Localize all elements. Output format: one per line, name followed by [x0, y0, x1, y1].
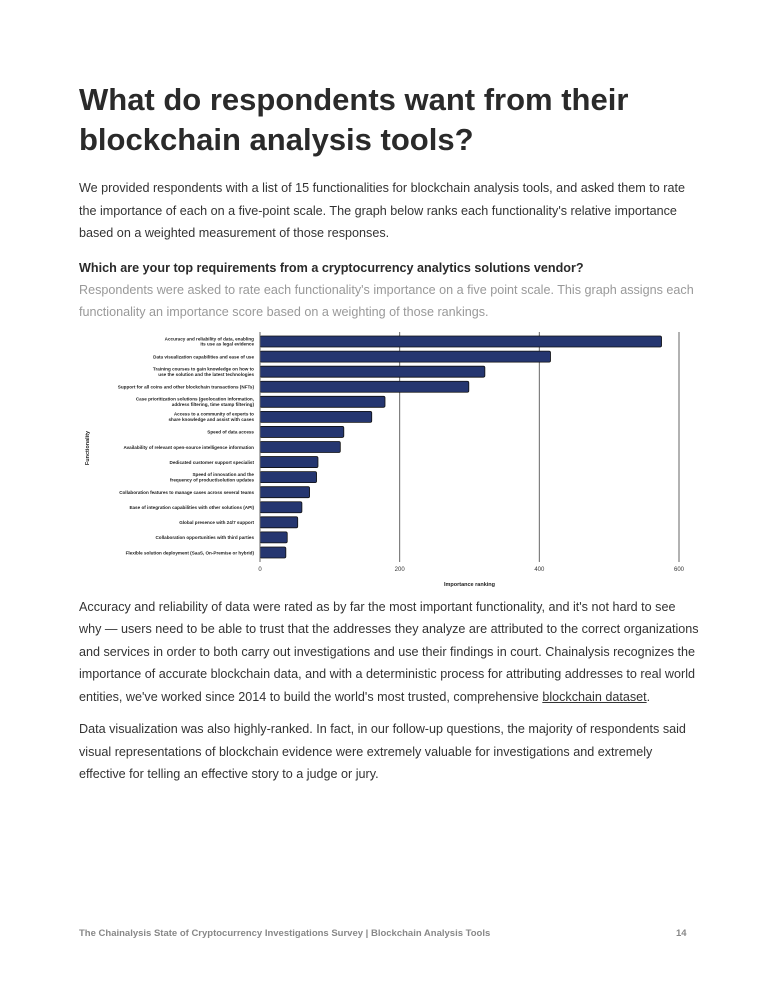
paragraph-text: Accuracy and reliability of data were ra…	[79, 599, 699, 704]
content-column: What do respondents want from their bloc…	[79, 80, 699, 786]
bar	[259, 530, 288, 543]
x-tick-label: 200	[395, 567, 406, 573]
y-tick-label: Dedicated customer support specialist	[170, 459, 255, 464]
bar	[259, 470, 317, 483]
bar	[259, 380, 470, 393]
y-tick-label: Ease of integration capabilities with ot…	[129, 505, 254, 510]
y-tick-label: Speed of data access	[207, 429, 254, 434]
chart-question: Which are your top requirements from a c…	[79, 260, 584, 275]
y-tick-label: Availability of relevant open-source int…	[123, 444, 254, 449]
x-tick-label: 600	[674, 567, 685, 573]
y-tick-label: Collaboration opportunities with third p…	[155, 535, 254, 540]
bar	[259, 395, 386, 408]
bar	[259, 440, 341, 453]
bar	[259, 485, 310, 498]
y-tick-label: Access to a community of experts to share…	[168, 411, 254, 421]
paragraph-text-end: .	[646, 689, 651, 704]
page-title: What do respondents want from their bloc…	[79, 82, 629, 157]
x-tick-label: 400	[534, 567, 545, 573]
bar	[259, 515, 299, 528]
bar	[259, 546, 287, 558]
y-tick-label: Accuracy and reliability of data, enabli…	[165, 336, 255, 346]
page-number: 14	[676, 928, 687, 939]
blockchain-dataset-link[interactable]: blockchain dataset	[542, 689, 647, 704]
footer-text: The Chainalysis State of Cryptocurrency …	[79, 928, 491, 939]
bar	[259, 455, 319, 468]
bar	[259, 410, 373, 423]
y-tick-label: Flexible solution deployment (SaaS, On-P…	[126, 550, 255, 555]
y-tick-label: Collaboration features to manage cases a…	[119, 490, 254, 495]
x-axis-title: Importance ranking	[444, 582, 495, 588]
y-tick-label: Training courses to gain knowledge on ho…	[153, 366, 255, 376]
bar	[259, 365, 486, 378]
paragraph-visualization: Data visualization was also highly-ranke…	[79, 722, 686, 781]
paragraph-accuracy: Accuracy and reliability of data were ra…	[79, 596, 699, 709]
bar	[259, 350, 551, 363]
bar	[259, 335, 662, 347]
y-tick-label: Case prioritization solutions (geolocati…	[136, 396, 255, 406]
bar-chart: 0 200 400 600 Accuracy and reliability of da…	[85, 331, 685, 588]
y-tick-label: Support for all coins and other blockcha…	[118, 384, 255, 389]
y-tick-label: Speed of innovation and the frequency of …	[170, 471, 254, 481]
y-tick-label: Data visualization capabilities and ease…	[153, 354, 254, 359]
bar	[259, 425, 345, 438]
y-tick-label: Global presence with 24/7 support	[179, 520, 254, 525]
x-tick-label: 0	[258, 567, 262, 573]
chart-subtitle: Respondents were asked to rate each func…	[79, 282, 694, 320]
bar	[259, 500, 303, 513]
y-axis-title: Functionality	[85, 429, 91, 464]
intro-paragraph: We provided respondents with a list of 1…	[79, 181, 686, 240]
